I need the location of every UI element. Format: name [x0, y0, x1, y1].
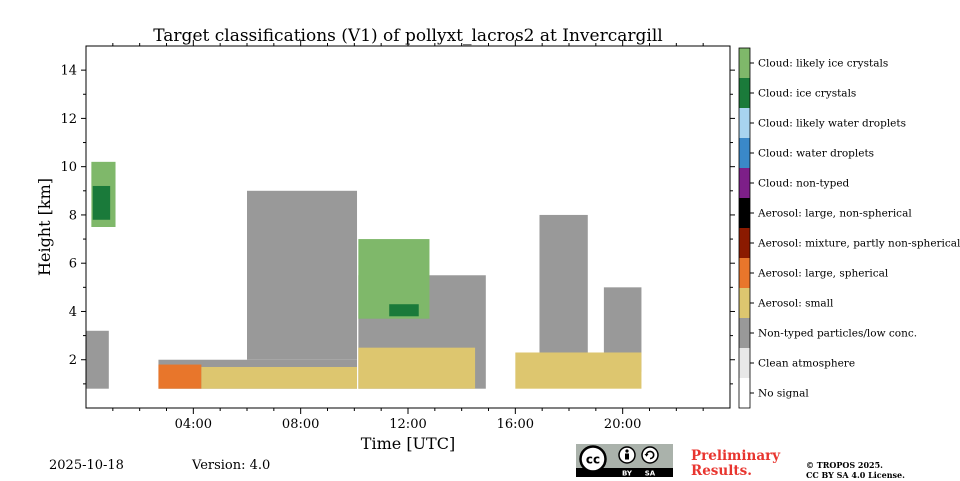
- legend-swatch: [739, 168, 750, 198]
- y-tick-label: 4: [69, 305, 77, 320]
- y-tick-label: 6: [69, 257, 77, 272]
- legend-label: Non-typed particles/low conc.: [758, 328, 917, 340]
- copyright-line2: CC BY SA 4.0 License.: [806, 470, 905, 480]
- x-tick-label: 12:00: [389, 417, 426, 432]
- legend-label: Cloud: water droplets: [758, 148, 874, 160]
- chart-title: Target classifications (V1) of pollyxt_l…: [153, 26, 662, 46]
- y-tick-label: 14: [60, 64, 77, 79]
- share-alike-icon: [641, 446, 659, 464]
- creative-commons-icon: cc: [579, 445, 607, 473]
- legend-swatch: [739, 288, 750, 318]
- legend-swatch: [739, 108, 750, 138]
- y-axis-label: Height [km]: [35, 178, 54, 276]
- legend-swatch: [739, 378, 750, 408]
- x-tick-label: 20:00: [604, 417, 641, 432]
- class-region: [92, 185, 111, 220]
- y-tick-label: 8: [69, 208, 77, 223]
- preliminary-line2: Results.: [691, 463, 752, 479]
- class-region: [539, 214, 588, 365]
- x-tick-label: 08:00: [282, 417, 319, 432]
- legend-swatch: [739, 258, 750, 288]
- legend-swatch: [739, 228, 750, 258]
- plot-area: [86, 161, 642, 389]
- legend-label: Aerosol: large, non-spherical: [757, 208, 912, 220]
- legend-swatch: [739, 78, 750, 108]
- legend-label: No signal: [758, 388, 809, 400]
- attribution-icon: [618, 446, 636, 464]
- class-region: [515, 352, 642, 389]
- x-axis: 04:00 08:00 12:00 16:00 20:00: [112, 40, 704, 432]
- legend-swatch: [739, 318, 750, 348]
- x-tick-label: 04:00: [175, 417, 212, 432]
- class-region: [247, 190, 358, 360]
- x-axis-label: Time [UTC]: [361, 434, 455, 453]
- legend-label: Aerosol: small: [757, 298, 834, 310]
- legend-swatch: [739, 348, 750, 378]
- legend-label: Cloud: non-typed: [758, 178, 850, 190]
- legend-label: Cloud: ice crystals: [758, 88, 856, 100]
- cc-license-badge: cc BY SA: [576, 444, 673, 478]
- y-tick-label: 12: [60, 112, 77, 127]
- svg-text:cc: cc: [586, 453, 600, 467]
- legend-label: Cloud: likely ice crystals: [758, 58, 888, 70]
- legend-frame: [738, 47, 751, 409]
- copyright-notice: © TROPOS 2025. CC BY SA 4.0 License.: [806, 460, 905, 480]
- legend-label: Aerosol: large, spherical: [757, 268, 889, 280]
- legend-label: Aerosol: mixture, partly non-spherical: [757, 238, 960, 250]
- version-label: Version: 4.0: [192, 458, 271, 473]
- legend-swatch: [739, 198, 750, 228]
- preliminary-notice: Preliminary Results.: [691, 449, 780, 479]
- y-tick-label: 2: [69, 353, 77, 368]
- legend-label: Clean atmosphere: [758, 358, 855, 370]
- date-label: 2025-10-18: [49, 458, 124, 473]
- class-region: [201, 366, 358, 389]
- y-tick-label: 10: [60, 160, 77, 175]
- class-region: [389, 304, 419, 317]
- legend-swatch: [739, 48, 750, 78]
- cc-by-label: BY: [622, 470, 633, 478]
- preliminary-line1: Preliminary: [691, 448, 781, 464]
- colorbar-legend: No signal Clean atmosphere Non-typed parti…: [738, 47, 960, 409]
- class-region: [358, 347, 476, 389]
- y-axis: 2 4 6 8 10 12 14: [60, 64, 735, 385]
- copyright-line1: © TROPOS 2025.: [806, 460, 883, 470]
- cc-sa-label: SA: [645, 470, 656, 478]
- legend-label: Cloud: likely water droplets: [758, 118, 906, 130]
- x-tick-label: 16:00: [497, 417, 534, 432]
- legend-swatch: [739, 138, 750, 168]
- class-region: [86, 330, 109, 389]
- class-region: [158, 364, 202, 389]
